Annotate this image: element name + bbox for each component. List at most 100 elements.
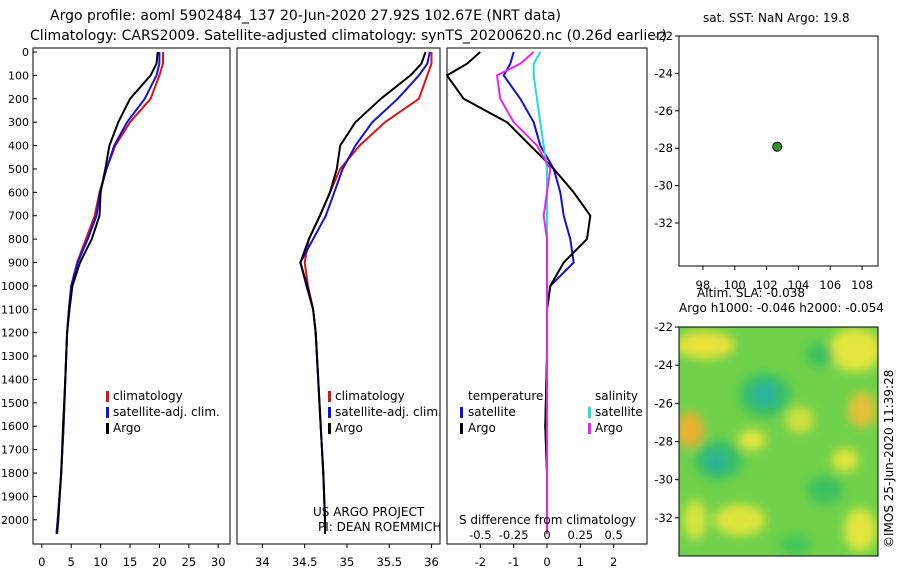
map-y-tick-label: -26 (654, 104, 673, 118)
depth-tick-label: 300 (8, 116, 29, 129)
depth-tick-label: 1600 (1, 420, 29, 433)
x-tick-label: 36 (424, 555, 439, 569)
x-tick-label: -1 (508, 555, 519, 569)
sla-y-tick-label: -28 (654, 435, 673, 449)
float-position-point (772, 141, 783, 152)
x-tick-label: 35.5 (376, 555, 402, 569)
sla-blob (806, 343, 834, 367)
legend-swatch-argo (328, 423, 331, 434)
legend-swatch-climatology (328, 391, 331, 402)
sla-blob (714, 504, 766, 536)
legend-heading-temperature: temperature (468, 389, 543, 403)
map-x-tick-label: 106 (819, 278, 841, 292)
legend-label-satellite: satellite-adj. clim. (335, 405, 442, 419)
legend-swatch-sal-satellite (588, 407, 591, 418)
depth-tick-label: 1700 (1, 444, 29, 457)
depth-tick-label: 1200 (1, 327, 29, 340)
position-map-frame (678, 35, 879, 267)
position-map-title: sat. SST: NaN Argo: 19.8 (703, 11, 850, 25)
legend-label-climatology: climatology (335, 389, 405, 403)
depth-tick-label: 200 (8, 93, 29, 106)
series-line-satellite-adj-clim- (299, 51, 431, 534)
x-secondary-tick-label: -0.5 (469, 528, 491, 542)
x-secondary-tick-label: -0.25 (499, 528, 529, 542)
sla-y-tick-label: -22 (654, 320, 673, 334)
map-x-tick-label: 108 (851, 278, 873, 292)
depth-tick-label: 900 (8, 257, 29, 270)
x-tick-label: 25 (182, 555, 197, 569)
x-tick-label: 35 (340, 555, 355, 569)
sla-y-tick-label: -26 (654, 396, 673, 410)
sla-blob (786, 406, 814, 434)
sla-title-line-1: Altim. SLA: -0.038 (697, 286, 805, 300)
series-line-salinity-satellite (532, 51, 548, 534)
legend-label-temp-argo: Argo (468, 421, 496, 435)
sla-blob (848, 392, 876, 428)
sla-blob (683, 500, 707, 540)
x-secondary-tick-label: 0.5 (605, 528, 623, 542)
x-tick-label: 0 (543, 555, 550, 569)
x-tick-label: 34.5 (292, 555, 318, 569)
x-tick-label: 0 (38, 555, 45, 569)
map-x-tick-label: 98 (696, 278, 711, 292)
position-map-points (772, 141, 783, 152)
map-x-tick-label: 102 (756, 278, 778, 292)
map-y-tick-label: -24 (654, 66, 673, 80)
temperature-legend: climatology satellite-adj. clim. Argo (106, 389, 220, 435)
header-line-2: Climatology: CARS2009. Satellite-adjuste… (30, 28, 667, 44)
legend-swatch-sal-argo (588, 423, 591, 434)
credit-pi: PI: DEAN ROEMMICH (318, 520, 441, 534)
x-tick-label: 20 (152, 555, 167, 569)
credit-project: US ARGO PROJECT (313, 505, 425, 519)
x-tick-label: 5 (68, 555, 75, 569)
series-line-climatology (303, 52, 433, 534)
sla-axis: -22 -24 -26 -28 -30 -32 (654, 320, 679, 525)
legend-swatch-temp-satellite (460, 407, 463, 418)
depth-tick-label: 100 (8, 69, 29, 82)
sla-blob (831, 448, 859, 472)
salinity-panel-frame (236, 47, 441, 545)
depth-axis: 0 100 200 300 400 500 600 700 800 900 1000 1100 1200… (1, 46, 37, 527)
map-x-tick-label: 100 (724, 278, 746, 292)
sla-blob (844, 508, 876, 552)
legend-label-temp-satellite: satellite (468, 405, 516, 419)
legend-label-sal-satellite: satellite (595, 405, 643, 419)
map-y-tick-label: -22 (654, 29, 673, 43)
sla-y-tick-label: -24 (654, 358, 673, 372)
sla-blob (829, 328, 878, 372)
depth-tick-label: 1100 (1, 303, 29, 316)
series-line-argo (299, 51, 427, 534)
depth-tick-label: 1000 (1, 280, 29, 293)
x-tick-label: 34 (255, 555, 270, 569)
sla-y-tick-label: -30 (654, 473, 673, 487)
sla-blob (738, 430, 766, 450)
depth-tick-label: 600 (8, 186, 29, 199)
position-map-axes: 98 100 102 104 106 108 -22 -24 -26 -28 -30 -32 (654, 29, 873, 292)
legend-label-satellite: satellite-adj. clim. (113, 405, 220, 419)
temperature-panel-frame (32, 47, 231, 545)
sla-title-line-2: Argo h1000: -0.046 h2000: -0.054 (679, 301, 884, 315)
x-tick-label: 1 (577, 555, 584, 569)
legend-label-argo: Argo (113, 421, 141, 435)
series-line-temperature-satellite (502, 51, 575, 534)
series-line-salinity-argo (496, 51, 552, 534)
depth-tick-label: 2000 (1, 514, 29, 527)
difference-title: S difference from climatology (459, 513, 636, 527)
x-tick-label: 10 (93, 555, 108, 569)
legend-swatch-climatology (106, 391, 109, 402)
sla-blob (807, 476, 843, 504)
legend-swatch-temp-argo (460, 423, 463, 434)
legend-heading-salinity: salinity (595, 389, 638, 403)
depth-tick-label: 500 (8, 163, 29, 176)
imos-credit: ©IMOS 25-Jun-2020 11:39:28 (882, 370, 896, 548)
legend-label-sal-argo: Argo (595, 421, 623, 435)
salinity-legend: climatology satellite-adj. clim. Argo (328, 389, 442, 435)
depth-tick-label: 1800 (1, 467, 29, 480)
x-tick-label: -2 (475, 555, 486, 569)
depth-tick-label: 0 (22, 46, 29, 59)
x-secondary-tick-label: 0 (543, 528, 550, 542)
series-line-temperature-argo (446, 51, 592, 534)
depth-tick-label: 800 (8, 233, 29, 246)
sla-y-tick-label: -32 (654, 511, 673, 525)
x-secondary-tick-label: 0.25 (568, 528, 594, 542)
